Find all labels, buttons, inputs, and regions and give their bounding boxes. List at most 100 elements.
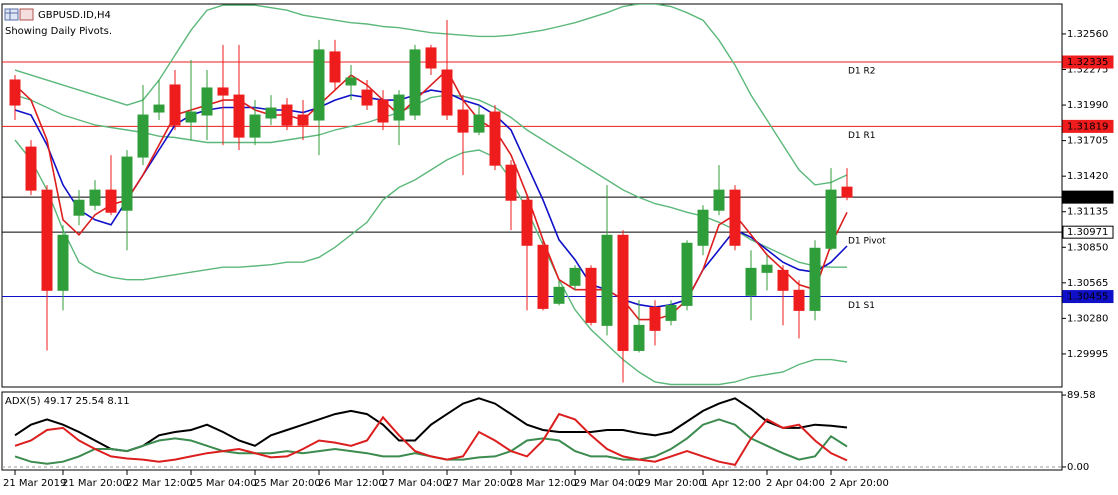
y-tick-label: 1.32560 xyxy=(1067,29,1108,40)
candle-body xyxy=(281,104,293,126)
candle-body xyxy=(681,242,693,306)
candle-body xyxy=(745,267,757,296)
x-tick-label: 21 Mar 2019 xyxy=(3,478,66,489)
candle-body xyxy=(809,247,821,311)
indicator-line xyxy=(14,89,848,309)
candle-body xyxy=(617,234,629,351)
candle-body xyxy=(377,99,389,123)
symbol-icon xyxy=(4,8,34,21)
candle-body xyxy=(633,324,645,351)
adx-panel xyxy=(1,391,1063,471)
candle-body xyxy=(9,79,21,106)
main-plot: D1 R2 D1 R1 D1 Pivot D1 S1 xyxy=(2,4,1062,386)
candle-body xyxy=(425,47,437,69)
price-tag xyxy=(1062,225,1114,239)
y-tick-label: 0.00 xyxy=(1067,462,1089,473)
y-tick-label: 1.31990 xyxy=(1067,100,1108,111)
chart-title: GBPUSD.ID,H4 xyxy=(38,10,111,21)
price-tag-label: 1.30971 xyxy=(1067,227,1108,238)
candle-body xyxy=(521,199,533,246)
candle-body xyxy=(553,286,565,304)
y-tick-label: 89.58 xyxy=(1067,390,1096,401)
adx-line xyxy=(14,397,848,453)
candle-body xyxy=(137,114,149,158)
y-tick-label: 1.31135 xyxy=(1067,207,1108,218)
indicator-line xyxy=(14,4,848,186)
candle-body xyxy=(25,146,37,191)
candle-body xyxy=(713,189,725,211)
candle-body xyxy=(73,199,85,216)
candle-body xyxy=(489,111,501,166)
candle-body xyxy=(457,109,469,133)
price-tag xyxy=(1062,55,1114,69)
candle-body xyxy=(409,49,421,116)
indicator-line xyxy=(14,139,848,386)
candle-body xyxy=(153,104,165,113)
candle-body xyxy=(761,264,773,273)
candle-body xyxy=(121,156,133,211)
indicator-line xyxy=(14,68,848,321)
candle-body xyxy=(329,51,341,83)
y-tick-label: 1.30850 xyxy=(1067,242,1108,253)
candle-body xyxy=(649,306,661,331)
candle-body xyxy=(217,87,229,96)
candle-body xyxy=(313,49,325,121)
candle-body xyxy=(777,269,789,291)
x-tick-label: 26 Mar 12:00 xyxy=(318,478,385,489)
candle-body xyxy=(249,114,261,138)
chart-subtitle: Showing Daily Pivots. xyxy=(5,26,112,37)
x-tick-label: 2 Apr 20:00 xyxy=(830,478,889,489)
axes: 1.32560 1.32275 1.31990 1.31705 1.31420 1.311… xyxy=(3,29,1114,489)
x-tick-label: 2 Apr 04:00 xyxy=(766,478,825,489)
candle-body xyxy=(665,304,677,321)
candle-body xyxy=(841,186,853,198)
adx-title: ADX(5) 49.17 25.54 8.11 xyxy=(5,396,130,407)
x-tick-label: 27 Mar 04:00 xyxy=(382,478,449,489)
candle-body xyxy=(185,111,197,123)
candle-body xyxy=(697,209,709,246)
candle-body xyxy=(361,89,373,106)
candle-body xyxy=(169,84,181,126)
price-tag xyxy=(1062,119,1114,133)
y-tick-label: 1.32275 xyxy=(1067,64,1108,75)
candle-body xyxy=(393,94,405,121)
y-tick-label: 1.29995 xyxy=(1067,349,1108,360)
pivot-label: D1 S1 xyxy=(848,301,875,311)
x-tick-label: 25 Mar 20:00 xyxy=(254,478,321,489)
candle-body xyxy=(729,189,741,246)
price-tag xyxy=(1062,190,1114,204)
candle-body xyxy=(537,244,549,309)
candle-body xyxy=(569,267,581,286)
candle-body xyxy=(105,189,117,213)
x-tick-label: 21 Mar 20:00 xyxy=(62,478,129,489)
x-tick-label: 28 Mar 12:00 xyxy=(510,478,577,489)
x-tick-label: 25 Mar 04:00 xyxy=(190,478,257,489)
pivot-label: D1 Pivot xyxy=(848,237,886,247)
price-tag-label: 1.31819 xyxy=(1067,121,1108,132)
x-tick-label: 1 Apr 12:00 xyxy=(702,478,761,489)
pivot-label: D1 R2 xyxy=(848,67,876,77)
y-tick-label: 1.30280 xyxy=(1067,313,1108,324)
candle-body xyxy=(585,267,597,323)
candle-body xyxy=(473,114,485,133)
candle-body xyxy=(345,77,357,86)
candle-body xyxy=(297,114,309,126)
pivot-label: D1 R1 xyxy=(848,131,876,141)
candle-body xyxy=(793,289,805,311)
y-tick-label: 1.31420 xyxy=(1067,171,1108,182)
price-tag xyxy=(1062,290,1114,304)
candle-body xyxy=(201,87,213,116)
price-tag-label: 1.31252 xyxy=(1067,192,1108,203)
candle-body xyxy=(441,69,453,116)
adx-plot xyxy=(2,397,1062,468)
x-tick-label: 29 Mar 20:00 xyxy=(638,478,705,489)
price-tag-label: 1.30455 xyxy=(1067,292,1108,303)
candle-body xyxy=(265,107,277,119)
adx-line xyxy=(14,412,848,467)
candle-body xyxy=(601,234,613,326)
price-tag-label: 1.32335 xyxy=(1067,57,1108,68)
x-tick-label: 29 Mar 04:00 xyxy=(574,478,641,489)
candle-body xyxy=(825,189,837,249)
candle-body xyxy=(233,94,245,138)
